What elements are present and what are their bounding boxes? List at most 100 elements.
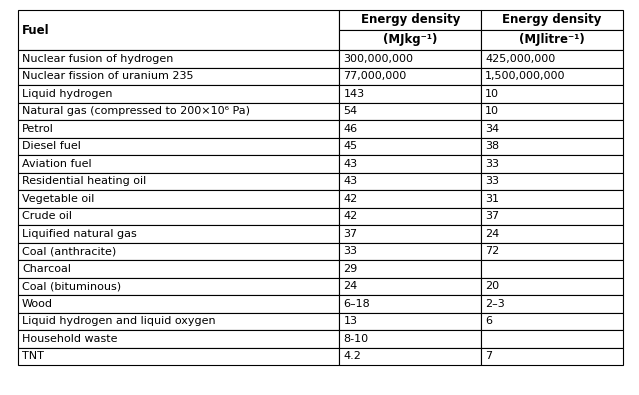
Text: 43: 43 — [343, 159, 358, 169]
Text: Diesel fuel: Diesel fuel — [22, 141, 81, 151]
Bar — [481, 260, 623, 278]
Text: Liquid hydrogen and liquid oxygen: Liquid hydrogen and liquid oxygen — [22, 316, 215, 326]
Text: 42: 42 — [343, 211, 358, 221]
Text: 10: 10 — [485, 89, 499, 99]
Bar — [481, 207, 623, 225]
Bar — [18, 260, 339, 278]
Text: 33: 33 — [485, 176, 499, 186]
Bar — [481, 155, 623, 173]
Text: 38: 38 — [485, 141, 499, 151]
Text: Fuel: Fuel — [22, 23, 50, 36]
Text: Natural gas (compressed to 200×10⁶ Pa): Natural gas (compressed to 200×10⁶ Pa) — [22, 106, 250, 116]
Text: Residential heating oil: Residential heating oil — [22, 176, 146, 186]
Bar — [18, 348, 339, 365]
Bar — [18, 85, 339, 102]
Bar — [339, 278, 481, 295]
Text: Coal (anthracite): Coal (anthracite) — [22, 246, 116, 256]
Text: TNT: TNT — [22, 351, 44, 361]
Bar — [339, 30, 481, 50]
Bar — [481, 85, 623, 102]
Bar — [481, 243, 623, 260]
Text: Wood: Wood — [22, 299, 53, 309]
Text: 33: 33 — [485, 159, 499, 169]
Bar — [481, 50, 623, 68]
Text: 72: 72 — [485, 246, 500, 256]
Bar — [339, 330, 481, 348]
Bar — [481, 348, 623, 365]
Text: 37: 37 — [343, 229, 358, 239]
Bar — [18, 278, 339, 295]
Bar — [18, 68, 339, 85]
Text: Nuclear fission of uranium 235: Nuclear fission of uranium 235 — [22, 71, 194, 81]
Text: 6: 6 — [485, 316, 492, 326]
Text: Liquid hydrogen: Liquid hydrogen — [22, 89, 112, 99]
Bar — [18, 330, 339, 348]
Bar — [481, 137, 623, 155]
Bar — [339, 243, 481, 260]
Text: 7: 7 — [485, 351, 492, 361]
Text: 20: 20 — [485, 281, 499, 291]
Bar — [481, 173, 623, 190]
Text: Crude oil: Crude oil — [22, 211, 72, 221]
Bar — [339, 102, 481, 120]
Bar — [339, 348, 481, 365]
Bar — [481, 30, 623, 50]
Bar — [339, 120, 481, 137]
Bar — [481, 278, 623, 295]
Text: 42: 42 — [343, 194, 358, 204]
Text: 31: 31 — [485, 194, 499, 204]
Bar — [481, 312, 623, 330]
Bar — [18, 102, 339, 120]
Bar — [18, 190, 339, 207]
Bar — [339, 225, 481, 243]
Text: 2–3: 2–3 — [485, 299, 505, 309]
Bar — [481, 10, 623, 30]
Bar — [18, 225, 339, 243]
Bar — [18, 312, 339, 330]
Bar — [339, 10, 481, 30]
Bar — [339, 173, 481, 190]
Text: Aviation fuel: Aviation fuel — [22, 159, 91, 169]
Bar — [339, 312, 481, 330]
Text: 8-10: 8-10 — [343, 334, 369, 344]
Text: 4.2: 4.2 — [343, 351, 361, 361]
Text: 10: 10 — [485, 106, 499, 116]
Bar — [481, 102, 623, 120]
Text: 46: 46 — [343, 124, 358, 134]
Text: Energy density: Energy density — [502, 13, 602, 26]
Bar — [339, 207, 481, 225]
Bar — [339, 295, 481, 312]
Bar — [339, 155, 481, 173]
Text: 6–18: 6–18 — [343, 299, 370, 309]
Text: 45: 45 — [343, 141, 358, 151]
Bar — [18, 137, 339, 155]
Text: Charcoal: Charcoal — [22, 264, 71, 274]
Bar — [18, 173, 339, 190]
Bar — [481, 68, 623, 85]
Text: 425,000,000: 425,000,000 — [485, 54, 555, 64]
Bar — [18, 295, 339, 312]
Bar — [481, 330, 623, 348]
Bar — [18, 207, 339, 225]
Bar — [481, 190, 623, 207]
Text: 37: 37 — [485, 211, 499, 221]
Text: 29: 29 — [343, 264, 358, 274]
Text: 54: 54 — [343, 106, 358, 116]
Text: 13: 13 — [343, 316, 357, 326]
Text: Coal (bituminous): Coal (bituminous) — [22, 281, 121, 291]
Text: (MJkg⁻¹): (MJkg⁻¹) — [383, 34, 438, 47]
Bar — [339, 68, 481, 85]
Text: 24: 24 — [485, 229, 500, 239]
Text: Petrol: Petrol — [22, 124, 54, 134]
Bar — [18, 243, 339, 260]
Text: 77,000,000: 77,000,000 — [343, 71, 406, 81]
Bar — [18, 50, 339, 68]
Text: (MJlitre⁻¹): (MJlitre⁻¹) — [520, 34, 585, 47]
Bar — [339, 85, 481, 102]
Bar — [339, 190, 481, 207]
Bar — [339, 50, 481, 68]
Text: 1,500,000,000: 1,500,000,000 — [485, 71, 566, 81]
Bar — [18, 120, 339, 137]
Text: Nuclear fusion of hydrogen: Nuclear fusion of hydrogen — [22, 54, 173, 64]
Text: 33: 33 — [343, 246, 357, 256]
